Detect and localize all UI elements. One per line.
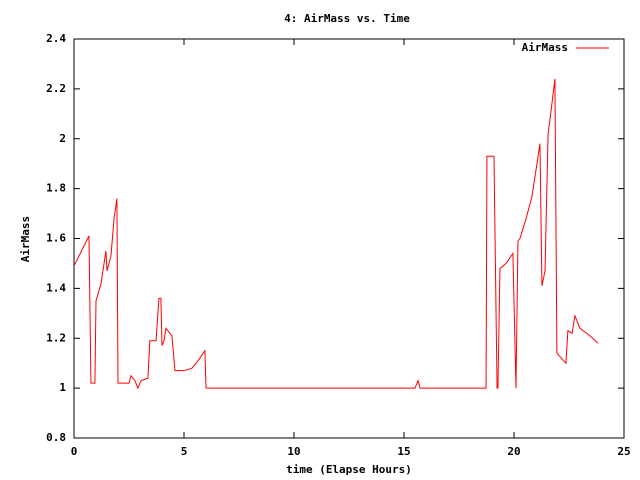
x-tick-label: 10 (287, 445, 300, 458)
y-tick-label: 2 (59, 132, 66, 145)
y-tick-label: 2.2 (46, 82, 66, 95)
x-axis-label: time (Elapse Hours) (286, 463, 412, 476)
chart-title: 4: AirMass vs. Time (284, 12, 410, 25)
x-tick-label: 25 (617, 445, 630, 458)
y-tick-label: 0.8 (46, 431, 66, 444)
y-tick-label: 2.4 (46, 32, 66, 45)
y-tick-label: 1.8 (46, 182, 66, 195)
y-tick-label: 1 (59, 381, 66, 394)
x-tick-label: 15 (397, 445, 410, 458)
x-tick-label: 0 (71, 445, 78, 458)
data-line (73, 78, 599, 390)
x-tick-label: 20 (507, 445, 520, 458)
legend-label: AirMass (522, 41, 568, 54)
x-tick-label: 5 (181, 445, 188, 458)
y-tick-label: 1.2 (46, 331, 66, 344)
y-axis-label: AirMass (19, 216, 32, 262)
y-tick-label: 1.6 (46, 232, 66, 245)
y-tick-label: 1.4 (46, 281, 66, 294)
